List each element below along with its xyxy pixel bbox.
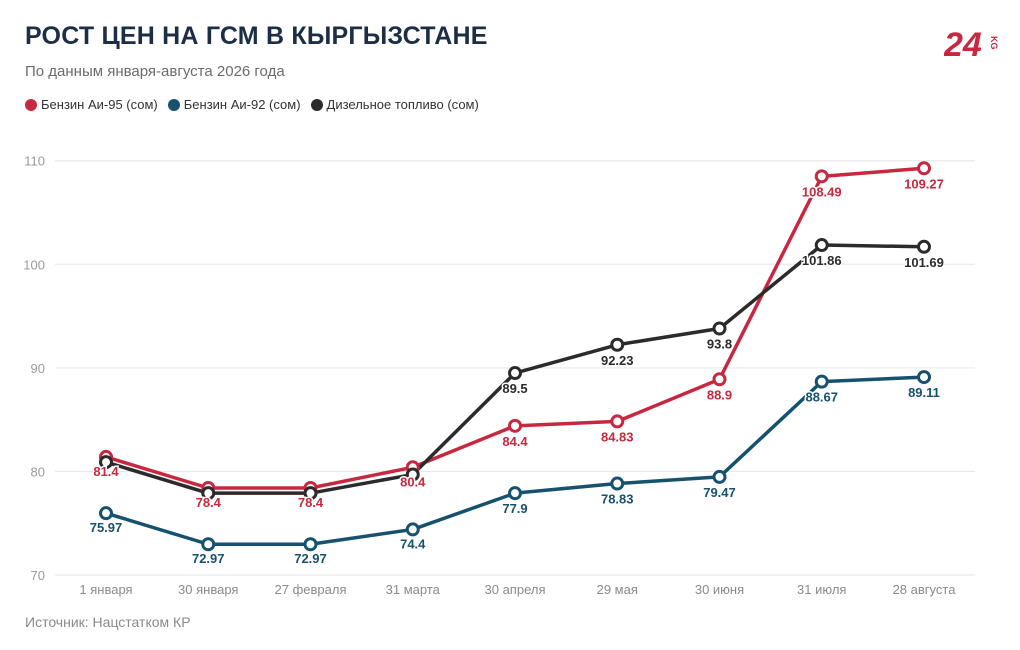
x-tick-label: 31 марта xyxy=(386,582,441,597)
legend-item-ai95: Бензин Аи-95 (сом) xyxy=(25,97,158,112)
legend-marker-diesel xyxy=(310,98,323,111)
y-tick-label: 100 xyxy=(23,257,45,272)
data-point xyxy=(201,537,216,552)
data-point xyxy=(917,161,931,176)
logo-number: 24 xyxy=(944,26,982,62)
data-point xyxy=(508,486,522,501)
data-label: 78.4 xyxy=(298,495,324,510)
data-label: 88.9 xyxy=(707,387,732,402)
data-label: 84.4 xyxy=(502,434,528,449)
chart-subtitle: По данным января-августа 2026 года xyxy=(25,63,285,80)
y-tick-label: 110 xyxy=(24,154,45,169)
data-point xyxy=(610,476,625,491)
data-label: 84.83 xyxy=(601,429,634,444)
data-point xyxy=(201,486,216,501)
x-tick-label: 27 февраля xyxy=(275,582,347,597)
data-point xyxy=(917,239,931,254)
data-point xyxy=(814,374,829,389)
data-point xyxy=(405,467,420,482)
data-point xyxy=(99,455,113,470)
legend-label-ai95: Бензин Аи-95 (сом) xyxy=(41,97,158,112)
data-label: 108.49 xyxy=(802,184,842,199)
source-note: Источник: Нацстатком КР xyxy=(25,614,191,630)
legend-marker-ai92 xyxy=(167,98,180,111)
labels-layer: 81.4 78.4 78.4 80.4 84.4 84.83 88.9 108.49 109.2… xyxy=(88,175,945,568)
y-tick-label: 70 xyxy=(31,568,45,583)
data-label: 89.5 xyxy=(502,381,527,396)
data-label: 101.86 xyxy=(802,253,842,268)
data-point xyxy=(610,414,625,429)
data-label: 92.23 xyxy=(601,353,634,368)
data-point xyxy=(508,418,522,433)
chart-title: РОСТ ЦЕН НА ГСМ В КЫРГЫЗСТАНЕ xyxy=(25,22,488,50)
data-point xyxy=(99,506,113,521)
x-tick-label: 28 августа xyxy=(893,582,957,597)
y-tick-label: 90 xyxy=(31,361,45,376)
data-label: 93.8 xyxy=(707,337,732,352)
data-label: 81.4 xyxy=(93,464,119,479)
legend-marker-ai95 xyxy=(25,98,37,111)
data-point xyxy=(814,238,829,253)
y-tick-label: 80 xyxy=(31,464,45,479)
x-tick-label: 31 июля xyxy=(797,582,846,597)
x-tick-label: 1 января xyxy=(79,582,132,597)
data-point xyxy=(610,337,625,352)
data-point xyxy=(508,366,522,381)
legend-item-ai92: Бензин Аи-92 (сом) xyxy=(167,97,301,112)
x-tick-label: 30 июня xyxy=(695,582,744,597)
data-label: 78.83 xyxy=(601,492,634,507)
data-label: 88.67 xyxy=(805,390,838,405)
data-point xyxy=(814,169,829,184)
data-point xyxy=(712,469,727,484)
legend: Бензин Аи-95 (сом) Бензин Аи-92 (сом) Ди… xyxy=(25,97,479,112)
data-label: 74.4 xyxy=(400,536,426,551)
x-tick-label: 30 апреля xyxy=(485,582,546,597)
data-label: 79.47 xyxy=(703,485,736,500)
grid-layer: 70 80 90 100 110 1 января 30 января 27 февраля 3… xyxy=(23,154,975,597)
data-point xyxy=(917,370,931,385)
data-label: 77.9 xyxy=(502,501,527,516)
data-label: 101.69 xyxy=(904,255,944,270)
brand-logo: 24 KG xyxy=(944,26,999,62)
data-point xyxy=(712,372,727,387)
data-label: 75.97 xyxy=(90,520,123,535)
series-line-1 xyxy=(104,375,926,546)
data-label: 89.11 xyxy=(908,385,940,400)
logo-suffix: KG xyxy=(989,36,999,50)
data-point xyxy=(303,537,318,552)
legend-label-diesel: Дизельное топливо (сом) xyxy=(326,97,479,112)
data-label: 80.4 xyxy=(400,474,426,489)
legend-item-diesel: Дизельное топливо (сом) xyxy=(310,97,479,112)
data-label: 109.27 xyxy=(904,176,944,191)
x-tick-label: 30 января xyxy=(178,582,238,597)
data-label: 72.97 xyxy=(294,551,327,566)
data-point xyxy=(712,321,727,336)
legend-label-ai92: Бензин Аи-92 (сом) xyxy=(183,97,301,112)
data-point xyxy=(303,486,318,501)
lines-layer xyxy=(99,161,931,552)
data-point xyxy=(405,522,420,537)
x-tick-label: 29 мая xyxy=(597,582,638,597)
data-label: 78.4 xyxy=(196,495,222,510)
data-label: 72.97 xyxy=(192,551,225,566)
